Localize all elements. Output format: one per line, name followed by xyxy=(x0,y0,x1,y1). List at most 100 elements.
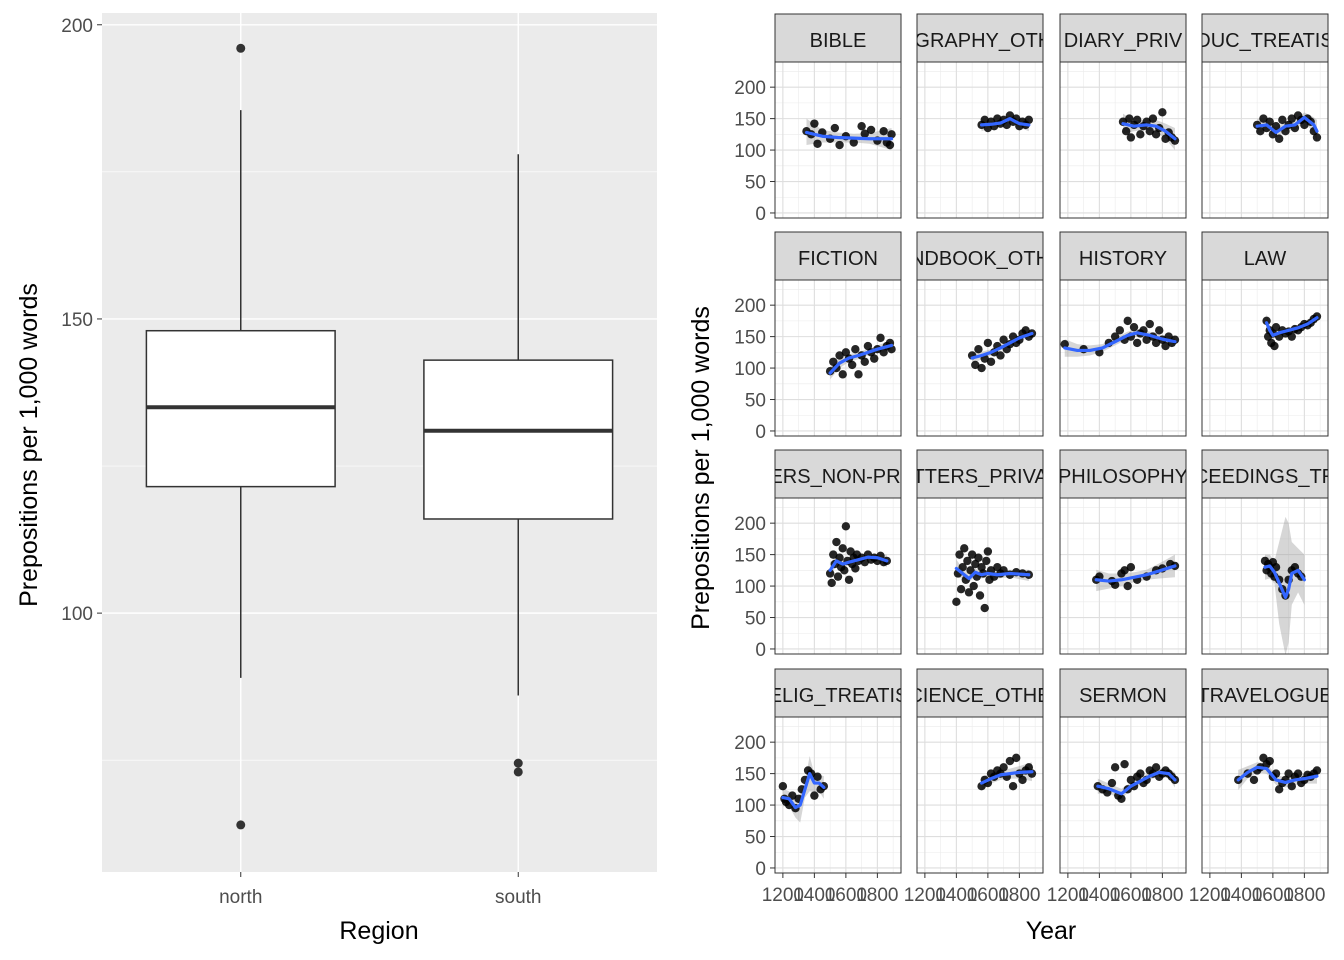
facet-y-tick-label: 200 xyxy=(734,733,766,754)
facet-point xyxy=(1312,766,1322,775)
facet-point xyxy=(971,559,980,569)
facet-panel: LETTERS_PRIVATE xyxy=(888,449,1072,655)
facet-panel-border xyxy=(1059,497,1187,655)
facet-point xyxy=(844,575,854,584)
facet-smooth-line xyxy=(1263,564,1306,599)
facet-panel: LETTERS_NON-PRIVATE 0 50 100 150 200 xyxy=(721,449,956,661)
facet-point xyxy=(854,370,863,379)
facet-point xyxy=(830,123,840,133)
facet-point xyxy=(870,354,879,363)
facet-point xyxy=(1126,133,1136,142)
facet-point xyxy=(813,139,822,148)
facet-panel-border xyxy=(1059,716,1187,874)
facet-point xyxy=(966,566,975,575)
facet-point xyxy=(969,581,978,591)
facet-point xyxy=(977,363,986,373)
facet-x-tick-label: 1400 xyxy=(1220,885,1262,906)
facet-y-axis-title: Prepositions per 1,000 words xyxy=(687,306,715,630)
facet-panel: DIARY_PRIV xyxy=(1059,13,1187,219)
facet-x-tick-label: 1800 xyxy=(1283,885,1325,906)
facet-panel-background xyxy=(1202,280,1328,436)
facet-point xyxy=(1129,322,1139,332)
facet-point xyxy=(876,333,885,343)
facet-point xyxy=(974,344,983,354)
facet-panel-border xyxy=(1059,61,1187,219)
facet-point xyxy=(860,357,869,366)
facet-point xyxy=(1293,769,1303,778)
facet-point xyxy=(851,344,860,354)
facet-point xyxy=(885,140,895,150)
facet-panel: LAW xyxy=(1201,231,1329,437)
facet-point xyxy=(975,591,985,600)
facet-strip xyxy=(774,231,902,281)
box-x-tick-label: south xyxy=(495,887,541,908)
facet-panel: HISTORY xyxy=(1059,231,1187,437)
facet-strip-label: BIBLE xyxy=(810,30,867,52)
facet-point xyxy=(810,119,819,128)
facet-point xyxy=(1155,326,1164,335)
facet-strip-label: PROCEEDINGS_TRIALS xyxy=(1151,466,1344,488)
facet-strip-label: EDUC_TREATISE xyxy=(1183,30,1344,52)
facet-x-tick-label: 1200 xyxy=(1189,885,1231,906)
facet-point xyxy=(1115,326,1125,335)
facet-strip xyxy=(1059,231,1187,281)
box-x-axis-title: Region xyxy=(339,917,418,945)
facet-point xyxy=(838,544,847,553)
facet-point xyxy=(1123,316,1132,326)
facet-panel: FICTION 0 50 100 150 200 xyxy=(734,231,902,443)
facet-panel-border xyxy=(916,716,1044,874)
facet-point xyxy=(1151,763,1161,772)
facet-panel: BIOGRAPHY_OTHER xyxy=(916,13,1044,219)
facet-y-tick-label: 50 xyxy=(745,391,766,412)
facet-y-tick-label: 0 xyxy=(755,204,766,225)
facet-x-tick-label: 1800 xyxy=(856,885,898,906)
facet-point xyxy=(1005,111,1015,120)
facet-point xyxy=(1161,134,1170,143)
facet-x-tick-label: 1200 xyxy=(762,885,804,906)
facet-point xyxy=(1142,335,1151,344)
facet-smooth-line xyxy=(979,117,1031,127)
facet-panel-background xyxy=(1060,280,1186,436)
facet-strip-label: TRAVELOGUE xyxy=(1197,685,1332,707)
facet-point xyxy=(1145,126,1154,136)
facet-y-tick-label: 200 xyxy=(734,78,766,99)
facet-point xyxy=(1271,322,1281,332)
facet-strip-label: LETTERS_NON-PRIVATE xyxy=(721,466,956,488)
facet-confidence-band xyxy=(1265,516,1305,654)
facet-point xyxy=(960,544,969,553)
box-y-tick-label: 150 xyxy=(61,310,93,331)
facet-point xyxy=(835,351,844,360)
facet-x-tick-label: 1600 xyxy=(967,885,1009,906)
facet-strip-label: LETTERS_PRIVATE xyxy=(888,466,1072,488)
facet-smooth-line xyxy=(954,566,1031,581)
facet-strip xyxy=(1201,668,1329,718)
facet-strip xyxy=(916,231,1044,281)
facet-point xyxy=(829,550,838,559)
facet-point xyxy=(847,360,857,370)
facet-strip xyxy=(1201,13,1329,63)
facet-point xyxy=(1123,581,1132,591)
facet-point xyxy=(1012,753,1021,763)
facet-panel-background xyxy=(917,62,1043,218)
facet-point xyxy=(832,537,841,547)
facet-strip-label: SCIENCE_OTHER xyxy=(895,685,1065,707)
facet-panel-background xyxy=(1202,717,1328,873)
facet-strip-label: HANDBOOK_OTHER xyxy=(882,248,1078,270)
facet-smooth-line xyxy=(1236,765,1319,785)
facet-y-tick-label: 100 xyxy=(734,796,766,817)
facet-point xyxy=(1259,114,1268,123)
facet-point xyxy=(1249,775,1259,785)
facet-point xyxy=(1126,775,1136,785)
facet-point xyxy=(833,572,843,581)
facet-panel-border xyxy=(1201,61,1329,219)
facet-x-tick-label: 1600 xyxy=(1110,885,1152,906)
box-outlier xyxy=(236,820,246,830)
facet-smooth-line xyxy=(1063,331,1177,353)
facet-strip-label: RELIG_TREATISE xyxy=(754,685,921,707)
facet-point xyxy=(955,550,964,559)
box-y-axis-title: Prepositions per 1,000 words xyxy=(15,283,43,607)
facet-point xyxy=(866,125,876,135)
facet-panel: EDUC_TREATISE xyxy=(1183,13,1344,219)
facet-point xyxy=(825,569,835,578)
